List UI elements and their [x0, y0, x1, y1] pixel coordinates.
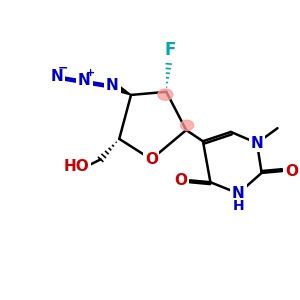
Text: N: N	[250, 136, 263, 151]
Text: F: F	[164, 41, 176, 59]
Text: N: N	[232, 186, 245, 201]
Text: H: H	[232, 199, 244, 212]
Ellipse shape	[158, 89, 173, 100]
Text: O: O	[145, 152, 158, 167]
Text: −: −	[58, 61, 68, 74]
Polygon shape	[110, 82, 131, 95]
Text: N: N	[78, 74, 91, 88]
Text: HO: HO	[64, 159, 89, 174]
Text: O: O	[285, 164, 298, 178]
Text: +: +	[86, 68, 96, 78]
Text: O: O	[174, 173, 187, 188]
Text: N: N	[106, 78, 119, 93]
Text: N: N	[50, 69, 63, 84]
Ellipse shape	[181, 120, 194, 130]
